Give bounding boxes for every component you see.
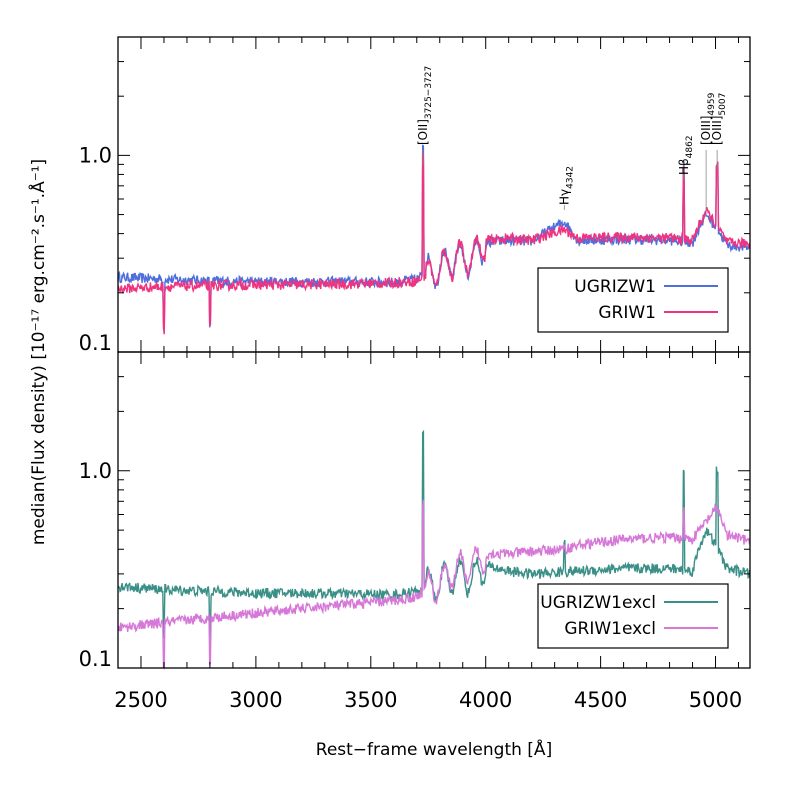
legend-label: GRIW1excl bbox=[564, 619, 656, 639]
x-tick-label: 5000 bbox=[689, 688, 742, 712]
x-tick-label: 4000 bbox=[459, 688, 512, 712]
x-axis: 2500 3000 3500 4000 4500 5000 bbox=[114, 688, 742, 712]
bottom-panel: 0.1 1.0 UGRIZW1excl GRIW1excl bbox=[79, 351, 751, 671]
x-tick-label: 3500 bbox=[344, 688, 397, 712]
emission-line-label: [OIII]4959 bbox=[699, 92, 717, 145]
top-panel: 0.1 1.0 UGRIZW1 GRIW1 [OII]3725−3727 Hγ4342 Hβ… bbox=[79, 36, 751, 355]
top-legend bbox=[537, 267, 729, 333]
x-tick-label: 3000 bbox=[229, 688, 282, 712]
y-tick-label: 0.1 bbox=[79, 331, 112, 355]
bottom-plot-frame bbox=[117, 351, 751, 669]
emission-line-label: Hβ4862 bbox=[677, 135, 695, 175]
emission-line-annotation: [OII]3725−3727 bbox=[416, 66, 434, 165]
series-line-griw1excl bbox=[117, 499, 751, 670]
series-line-griw1 bbox=[117, 151, 751, 335]
emission-line-label: Hγ4342 bbox=[557, 166, 575, 205]
legend-label: GRIW1 bbox=[598, 303, 656, 323]
emission-line-annotation: [OIII]4959 bbox=[699, 92, 717, 210]
emission-line-annotation: Hβ4862 bbox=[677, 135, 695, 180]
emission-line-annotation: Hγ4342 bbox=[557, 166, 575, 210]
x-axis-label: Rest−frame wavelength [Å] bbox=[316, 738, 552, 760]
legend-label: UGRIZW1 bbox=[574, 277, 656, 297]
y-axis-label: median(Flux density) [10⁻¹⁷ erg.cm⁻².s⁻¹… bbox=[27, 159, 49, 545]
emission-line-label: [OII]3725−3727 bbox=[416, 66, 434, 145]
y-tick-label: 0.1 bbox=[79, 647, 112, 671]
x-tick-label: 4500 bbox=[574, 688, 627, 712]
legend-label: UGRIZW1excl bbox=[540, 593, 656, 613]
bottom-legend bbox=[537, 583, 729, 649]
emission-line-label: [OIII]5007 bbox=[710, 93, 728, 145]
y-tick-label: 1.0 bbox=[79, 143, 112, 167]
emission-line-annotation: [OIII]5007 bbox=[710, 93, 728, 170]
y-tick-label: 1.0 bbox=[79, 459, 112, 483]
x-tick-label: 2500 bbox=[114, 688, 167, 712]
